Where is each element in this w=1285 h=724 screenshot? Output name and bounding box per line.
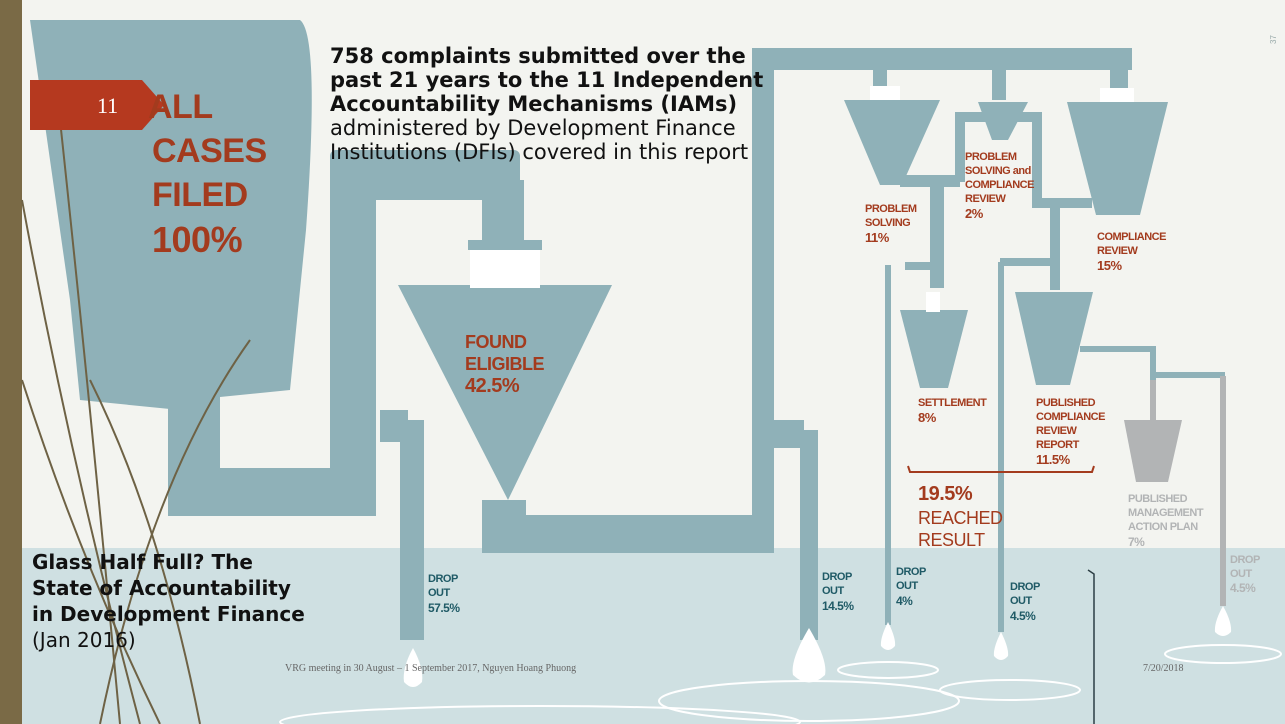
- dropout-3-pct: 4%: [896, 594, 913, 608]
- cr-line1: COMPLIANCE: [1097, 231, 1166, 243]
- grey-branch: [1124, 376, 1226, 606]
- ripples: [279, 644, 1282, 724]
- ps-pct: 11%: [865, 230, 890, 245]
- headline-bold: 758 complaints submitted over the past 2…: [330, 44, 764, 116]
- settlement-line1: SETTLEMENT: [918, 397, 987, 409]
- dropout-5-pct: 4.5%: [1230, 581, 1256, 595]
- pmap-pct: 7%: [1128, 535, 1145, 549]
- dropout-4-line2: OUT: [1010, 595, 1033, 607]
- dropout-1-line1: DROP: [428, 573, 458, 585]
- sidebar-bar: [0, 0, 22, 724]
- source-citation: Glass Half Full? The State of Accountabi…: [32, 549, 312, 653]
- footer-date: 7/20/2018: [1143, 663, 1184, 674]
- pcr-pct: 11.5%: [1036, 452, 1071, 467]
- dropout-4-pct: 4.5%: [1010, 609, 1036, 623]
- found-eligible-line1: FOUND: [465, 332, 527, 352]
- ps-line2: SOLVING: [865, 217, 910, 229]
- headline: 758 complaints submitted over the past 2…: [330, 44, 800, 164]
- found-eligible-pct: 42.5%: [465, 375, 520, 397]
- headline-rest: administered by Development Finance Inst…: [330, 116, 749, 164]
- source-date: (Jan 2016): [32, 628, 136, 652]
- all-cases-line2: CASES: [152, 132, 267, 170]
- pscr-line2: SOLVING and: [965, 165, 1031, 177]
- all-cases-line3: FILED: [152, 176, 248, 214]
- cr-line2: REVIEW: [1097, 245, 1139, 257]
- pcr-line4: REPORT: [1036, 439, 1080, 451]
- slide-number-tab: [30, 80, 164, 130]
- all-cases-pct: 100%: [152, 219, 243, 260]
- pcr-line2: COMPLIANCE: [1036, 411, 1105, 423]
- dropout-4-line1: DROP: [1010, 581, 1040, 593]
- dropout-3-line1: DROP: [896, 566, 926, 578]
- pmap-line2: MANAGEMENT: [1128, 507, 1204, 519]
- found-eligible-line2: ELIGIBLE: [465, 354, 544, 374]
- slide-number: 11: [97, 93, 119, 118]
- pcr-line1: PUBLISHED: [1036, 397, 1096, 409]
- pscr-pct: 2%: [965, 206, 984, 221]
- pcr-line3: REVIEW: [1036, 425, 1078, 437]
- cr-pct: 15%: [1097, 258, 1122, 273]
- reached-pct: 19.5%: [918, 483, 973, 505]
- dropout-3-line2: OUT: [896, 580, 919, 592]
- grass-decoration: [21, 119, 251, 724]
- reached-line1: REACHED: [918, 508, 1003, 528]
- result-bracket: [907, 465, 1095, 473]
- dropout-1-pct: 57.5%: [428, 601, 460, 615]
- pscr-line3: COMPLIANCE: [965, 179, 1034, 191]
- pscr-line4: REVIEW: [965, 193, 1007, 205]
- pmap-line1: PUBLISHED: [1128, 493, 1188, 505]
- dropout-1-line2: OUT: [428, 587, 451, 599]
- reached-line2: RESULT: [918, 530, 985, 550]
- dropout-5-line1: DROP: [1230, 554, 1260, 566]
- ps-line1: PROBLEM: [865, 203, 917, 215]
- settlement-pct: 8%: [918, 410, 937, 425]
- dropout-5-line2: OUT: [1230, 568, 1253, 580]
- footer-left: VRG meeting in 30 August – 1 September 2…: [285, 663, 577, 674]
- page-mark: 37: [1269, 35, 1278, 44]
- pscr-line1: PROBLEM: [965, 151, 1017, 163]
- pipes: [30, 20, 1225, 640]
- all-cases-line1: ALL: [148, 88, 213, 126]
- source-title: Glass Half Full? The State of Accountabi…: [32, 550, 305, 626]
- dropout-2-line2: OUT: [822, 585, 845, 597]
- dropout-2-line1: DROP: [822, 571, 852, 583]
- drops: [403, 606, 1232, 687]
- pmap-line3: ACTION PLAN: [1128, 521, 1198, 533]
- dropout-2-pct: 14.5%: [822, 599, 854, 613]
